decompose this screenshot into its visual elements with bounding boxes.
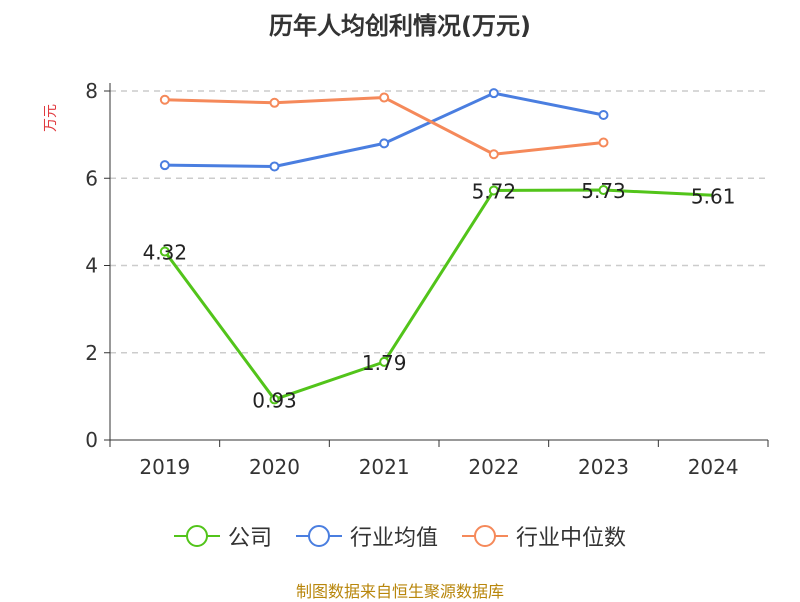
- data-point: [488, 88, 499, 99]
- legend-label: 行业中位数: [516, 526, 627, 551]
- data-point: [379, 138, 390, 149]
- legend-swatch: [295, 525, 342, 547]
- data-point: [379, 92, 390, 103]
- y-tick-label: 0: [85, 428, 98, 452]
- legend-label: 行业均值: [349, 526, 438, 551]
- data-label: 5.61: [691, 184, 736, 208]
- data-label: 4.32: [143, 241, 188, 265]
- x-tick-label: 2020: [249, 455, 300, 479]
- data-point: [159, 94, 170, 105]
- legend-item[interactable]: 行业中位数: [462, 520, 626, 552]
- data-point: [159, 246, 170, 257]
- x-tick-label: 2019: [139, 455, 190, 479]
- data-point: [379, 356, 390, 367]
- legend: 公司 行业均值 行业中位数: [0, 520, 800, 552]
- y-tick-label: 6: [85, 166, 98, 190]
- data-label: 5.73: [581, 179, 626, 203]
- x-tick-label: 2021: [359, 455, 410, 479]
- data-point: [159, 160, 170, 171]
- legend-item[interactable]: 行业均值: [295, 520, 438, 552]
- data-point: [269, 394, 280, 405]
- data-point: [269, 97, 280, 108]
- x-tick-label: 2024: [688, 455, 739, 479]
- data-point: [598, 185, 609, 196]
- legend-swatch: [462, 525, 508, 547]
- y-tick-label: 2: [85, 341, 98, 365]
- data-point: [598, 109, 609, 120]
- series-line-1: [164, 91, 604, 168]
- y-tick-label: 8: [85, 79, 98, 103]
- x-tick-label: 2023: [578, 455, 629, 479]
- legend-swatch: [173, 525, 220, 547]
- series-line-0: [163, 188, 714, 401]
- legend-label: 公司: [227, 526, 272, 551]
- y-tick-label: 4: [85, 254, 98, 278]
- data-label: 1.79: [362, 351, 407, 375]
- data-point: [488, 185, 499, 196]
- data-point: [598, 137, 609, 148]
- chart-title: 历年人均创利情况(万元): [269, 12, 531, 40]
- data-label: 5.72: [472, 179, 517, 203]
- data-label: 0.93: [252, 388, 297, 412]
- x-tick-label: 2022: [468, 455, 519, 479]
- data-point: [269, 161, 280, 172]
- source-note: 制图数据来自恒生聚源数据库: [295, 582, 504, 601]
- legend-item[interactable]: 公司: [173, 520, 272, 552]
- data-point: [488, 149, 499, 160]
